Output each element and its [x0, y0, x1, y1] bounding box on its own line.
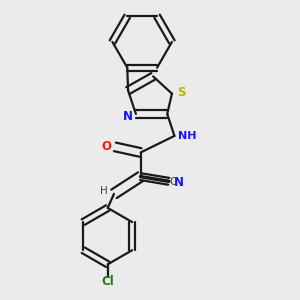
Text: C: C	[169, 177, 177, 187]
Text: S: S	[177, 86, 186, 100]
Text: NH: NH	[178, 131, 196, 141]
Text: N: N	[123, 110, 133, 123]
Text: O: O	[101, 140, 111, 153]
Text: N: N	[174, 176, 184, 189]
Text: Cl: Cl	[101, 275, 114, 288]
Text: H: H	[100, 186, 108, 196]
